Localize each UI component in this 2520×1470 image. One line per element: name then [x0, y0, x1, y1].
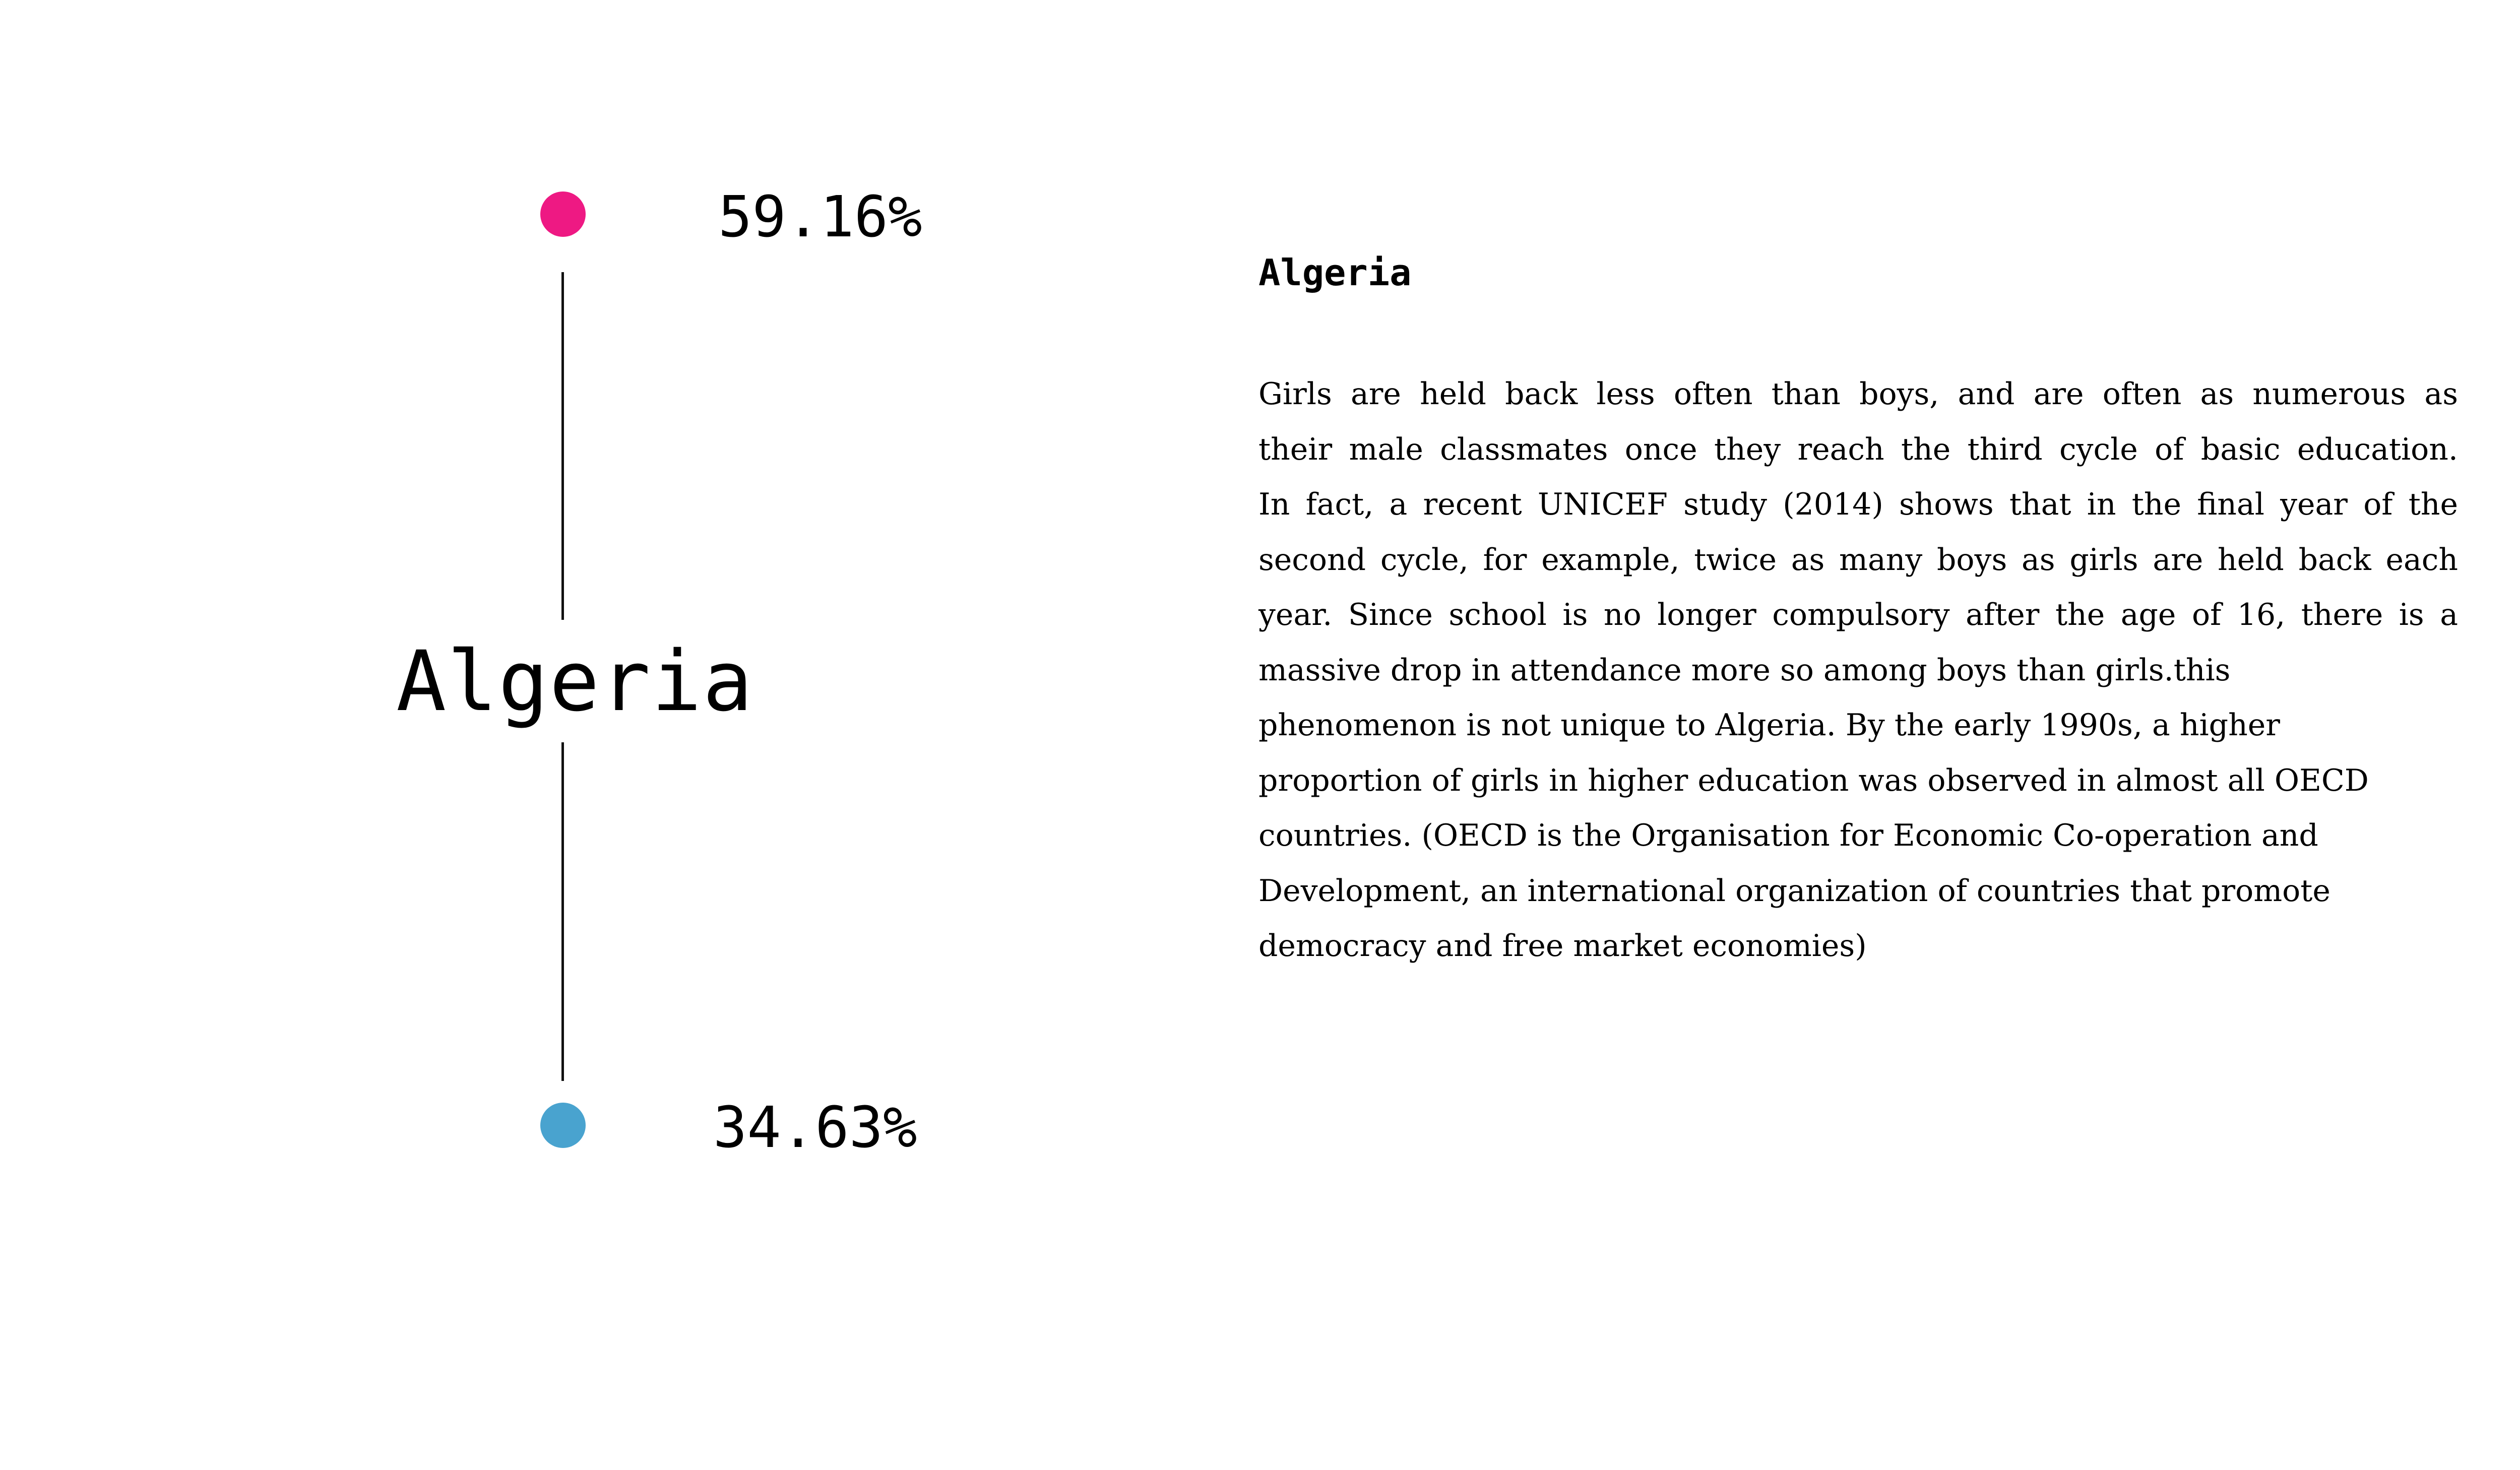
info-body-line: Girls are held back less often than boys… — [1258, 376, 2458, 412]
bottom-value-label: 34.63% — [713, 1095, 917, 1161]
info-body-line: massive drop in attendance more so among… — [1258, 652, 2231, 688]
top-value-label: 59.16% — [718, 184, 922, 250]
info-body-line: Development, an international organizati… — [1258, 873, 2330, 909]
info-body-line: phenomenon is not unique to Algeria. By … — [1258, 708, 2280, 743]
info-body-line: their male classmates once they reach th… — [1258, 431, 2458, 467]
info-body-line: proportion of girls in higher education … — [1258, 762, 2369, 798]
country-label: Algeria — [396, 633, 754, 730]
top-value-dot — [540, 191, 586, 237]
info-body-line: democracy and free market economies) — [1258, 928, 1867, 964]
info-body-line: In fact, a recent UNICEF study (2014) sh… — [1258, 487, 2458, 522]
bottom-value-dot — [540, 1103, 586, 1148]
info-title: Algeria — [1258, 251, 1412, 294]
info-body: Girls are held back less often than boys… — [1258, 367, 2458, 974]
info-body-line: second cycle, for example, twice as many… — [1258, 542, 2458, 578]
info-body-line: countries. (OECD is the Organisation for… — [1258, 818, 2318, 853]
info-body-line: year. Since school is no longer compulso… — [1258, 597, 2458, 632]
upper-connector-line — [561, 272, 564, 620]
lower-connector-line — [561, 742, 564, 1081]
